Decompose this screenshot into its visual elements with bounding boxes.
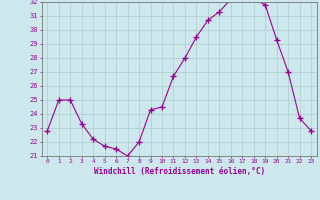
X-axis label: Windchill (Refroidissement éolien,°C): Windchill (Refroidissement éolien,°C) bbox=[94, 167, 265, 176]
